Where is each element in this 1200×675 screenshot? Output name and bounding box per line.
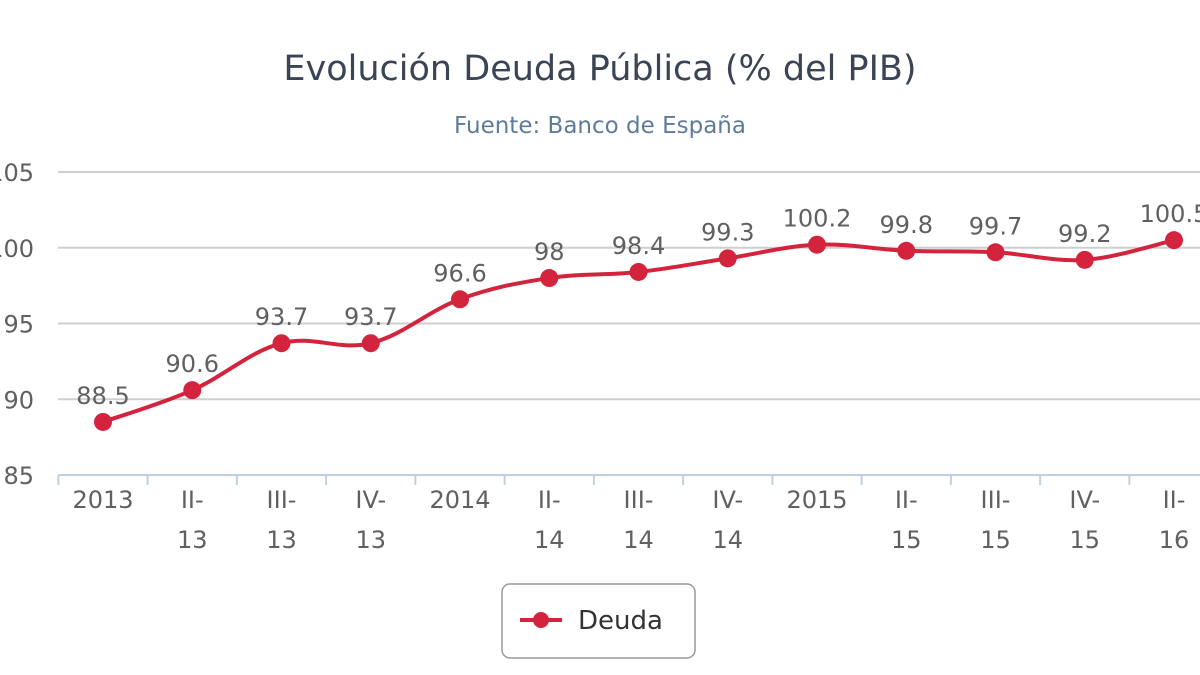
series-deuda <box>94 231 1183 431</box>
y-tick-label: 95 <box>3 311 34 339</box>
x-tick-label: III- <box>624 486 654 514</box>
data-point <box>1075 250 1094 269</box>
data-label: 100.5 <box>1140 200 1200 228</box>
data-point <box>629 262 648 281</box>
x-tick-label: II- <box>895 486 918 514</box>
data-label: 100.2 <box>783 205 852 233</box>
x-tick-label: IV- <box>712 486 743 514</box>
x-tick-label: 15 <box>980 526 1011 554</box>
data-point <box>183 381 202 400</box>
data-label: 88.5 <box>76 382 129 410</box>
data-point <box>540 269 559 288</box>
data-label: 98.4 <box>612 232 665 260</box>
chart-subtitle: Fuente: Banco de España <box>454 113 746 139</box>
y-tick-label: 90 <box>3 386 34 414</box>
x-tick-label: 13 <box>177 526 208 554</box>
data-point <box>808 235 826 254</box>
y-axis: 85 90 95 100 105 <box>0 159 34 490</box>
x-tick-label: 15 <box>1069 526 1100 554</box>
data-label: 99.3 <box>701 218 754 246</box>
y-tick-label: 85 <box>3 462 34 490</box>
y-tick-label: 105 <box>0 159 34 187</box>
legend-marker-icon <box>533 612 549 628</box>
x-tick-label: II- <box>538 486 561 514</box>
x-tick-label: 13 <box>355 526 386 554</box>
legend-label[interactable]: Deuda <box>578 606 663 636</box>
y-tick-label: 100 <box>0 235 34 263</box>
x-tick-label: 2015 <box>786 486 847 514</box>
data-point <box>451 290 469 309</box>
data-label: 99.8 <box>880 211 933 239</box>
x-tick-label: 2013 <box>72 486 133 514</box>
x-tick-label: IV- <box>355 486 386 514</box>
x-tick-label: 2014 <box>429 486 490 514</box>
x-tick-label: 16 <box>1159 526 1190 554</box>
legend-box[interactable] <box>501 583 696 659</box>
x-tick-label: III- <box>267 486 297 514</box>
gridlines <box>58 171 1200 401</box>
data-labels: 88.5 90.6 93.7 93.7 96.6 98 98.4 99.3 100.2 99.8 9… <box>76 200 1200 410</box>
data-point <box>1165 231 1183 250</box>
x-tick-label: 13 <box>266 526 297 554</box>
x-axis: 2013 II- 13 III- 13 IV- 13 2014 II- 14 III- 14 IV- 14… <box>57 474 1200 554</box>
data-label: 93.7 <box>255 303 308 331</box>
data-point <box>986 243 1005 262</box>
x-tick-label: 14 <box>534 526 565 554</box>
chart-title: Evolución Deuda Pública (% del PIB) <box>283 49 916 89</box>
x-tick-label: III- <box>981 486 1011 514</box>
data-point <box>897 241 916 260</box>
data-point <box>94 412 112 431</box>
x-tick-label: 14 <box>623 526 654 554</box>
data-label: 99.7 <box>969 212 1022 240</box>
x-tick-label: 14 <box>712 526 743 554</box>
data-label: 98 <box>534 238 565 266</box>
data-point <box>272 334 291 353</box>
data-label: 93.7 <box>344 303 397 331</box>
x-tick-label: 15 <box>891 526 922 554</box>
data-point <box>361 334 380 353</box>
x-tick-label: IV- <box>1069 486 1100 514</box>
data-label: 99.2 <box>1058 220 1111 248</box>
data-label: 96.6 <box>433 259 486 287</box>
x-tick-label: II- <box>181 486 204 514</box>
data-point <box>718 249 737 268</box>
x-tick-label: II- <box>1163 486 1186 514</box>
data-label: 90.6 <box>166 350 219 378</box>
legend[interactable]: Deuda <box>501 583 696 659</box>
